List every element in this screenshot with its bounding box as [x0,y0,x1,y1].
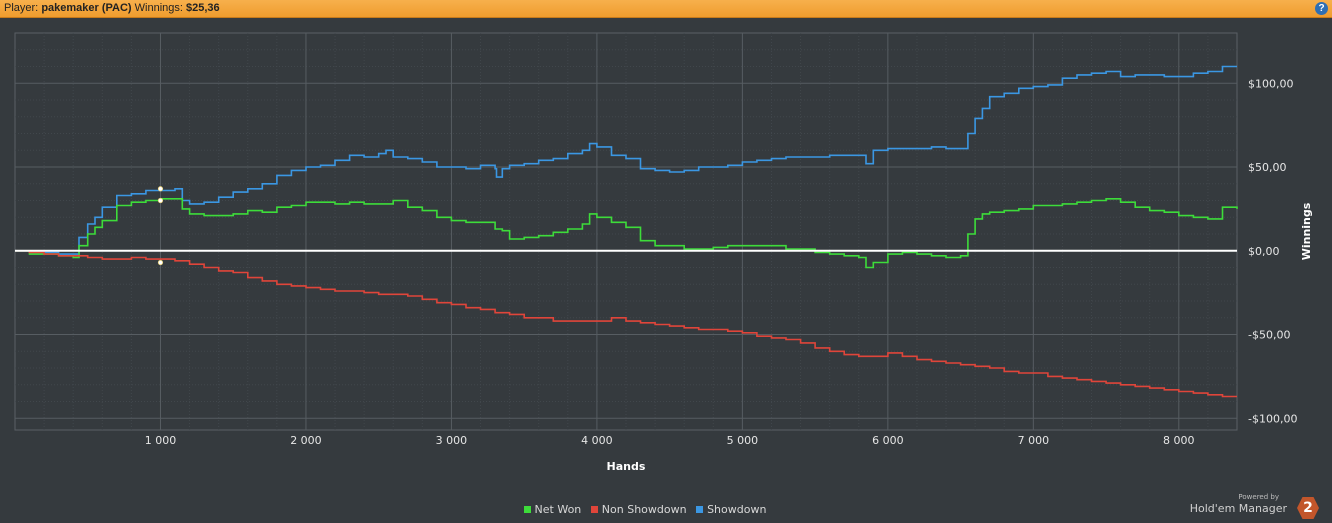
winnings-label: Winnings: [134,2,183,14]
non-showdown-swatch [590,506,598,513]
player-name: pakemaker (PAC) [41,2,132,14]
legend-label-net-won: Net Won [534,503,582,516]
legend-item-showdown[interactable]: Showdown [696,503,766,516]
y-tick-label: $100,00 [1248,77,1294,90]
legend-label-showdown: Showdown [707,503,767,516]
y-axis-title: Winnings [1300,202,1313,260]
series-line-net-won [15,198,1238,269]
y-tick-label: $50,00 [1248,161,1287,174]
brand-badge: 2 [1297,497,1319,519]
net-won-swatch [523,506,531,513]
x-axis-title: Hands [607,460,646,473]
powered-by-text: Powered by [1238,493,1279,501]
series-line-non-showdown [15,250,1237,398]
player-label: Player: [4,2,39,14]
y-tick-label: -$50,00 [1248,329,1290,342]
holdem-manager-logo: Powered by Hold'em Manager 2 [1179,493,1319,521]
hover-marker [157,186,164,192]
x-tick-label: 4 000 [581,434,613,447]
player-summary: Player: pakemaker (PAC) Winnings: $25,36 [4,0,220,17]
y-tick-label: $0,00 [1248,245,1280,258]
x-tick-label: 1 000 [145,434,177,447]
x-tick-label: 6 000 [872,434,904,447]
hover-marker [157,197,164,204]
header-bar: Player: pakemaker (PAC) Winnings: $25,36… [0,0,1332,18]
x-tick-label: 8 000 [1163,434,1195,447]
chart-legend: Net Won Non Showdown Showdown [0,503,1290,516]
brand-name: Hold'em Manager [1189,502,1287,515]
x-tick-label: 5 000 [727,434,759,447]
winnings-chart: 1 000 2 000 3 000 4 000 5 000 6 000 7 000 8 000… [14,32,1313,473]
winnings-value: $25,36 [186,2,220,14]
x-tick-label: 7 000 [1018,434,1050,447]
help-icon[interactable]: ? [1315,2,1328,15]
legend-item-non-showdown[interactable]: Non Showdown [590,503,687,516]
legend-item-net-won[interactable]: Net Won [523,503,582,516]
y-tick-label: -$100,00 [1248,412,1297,425]
legend-label-non-showdown: Non Showdown [601,503,687,516]
hover-marker [157,259,164,266]
x-tick-label: 2 000 [290,434,322,447]
series-line-showdown [15,65,1237,255]
x-tick-label: 3 000 [436,434,468,447]
showdown-swatch [696,506,704,513]
